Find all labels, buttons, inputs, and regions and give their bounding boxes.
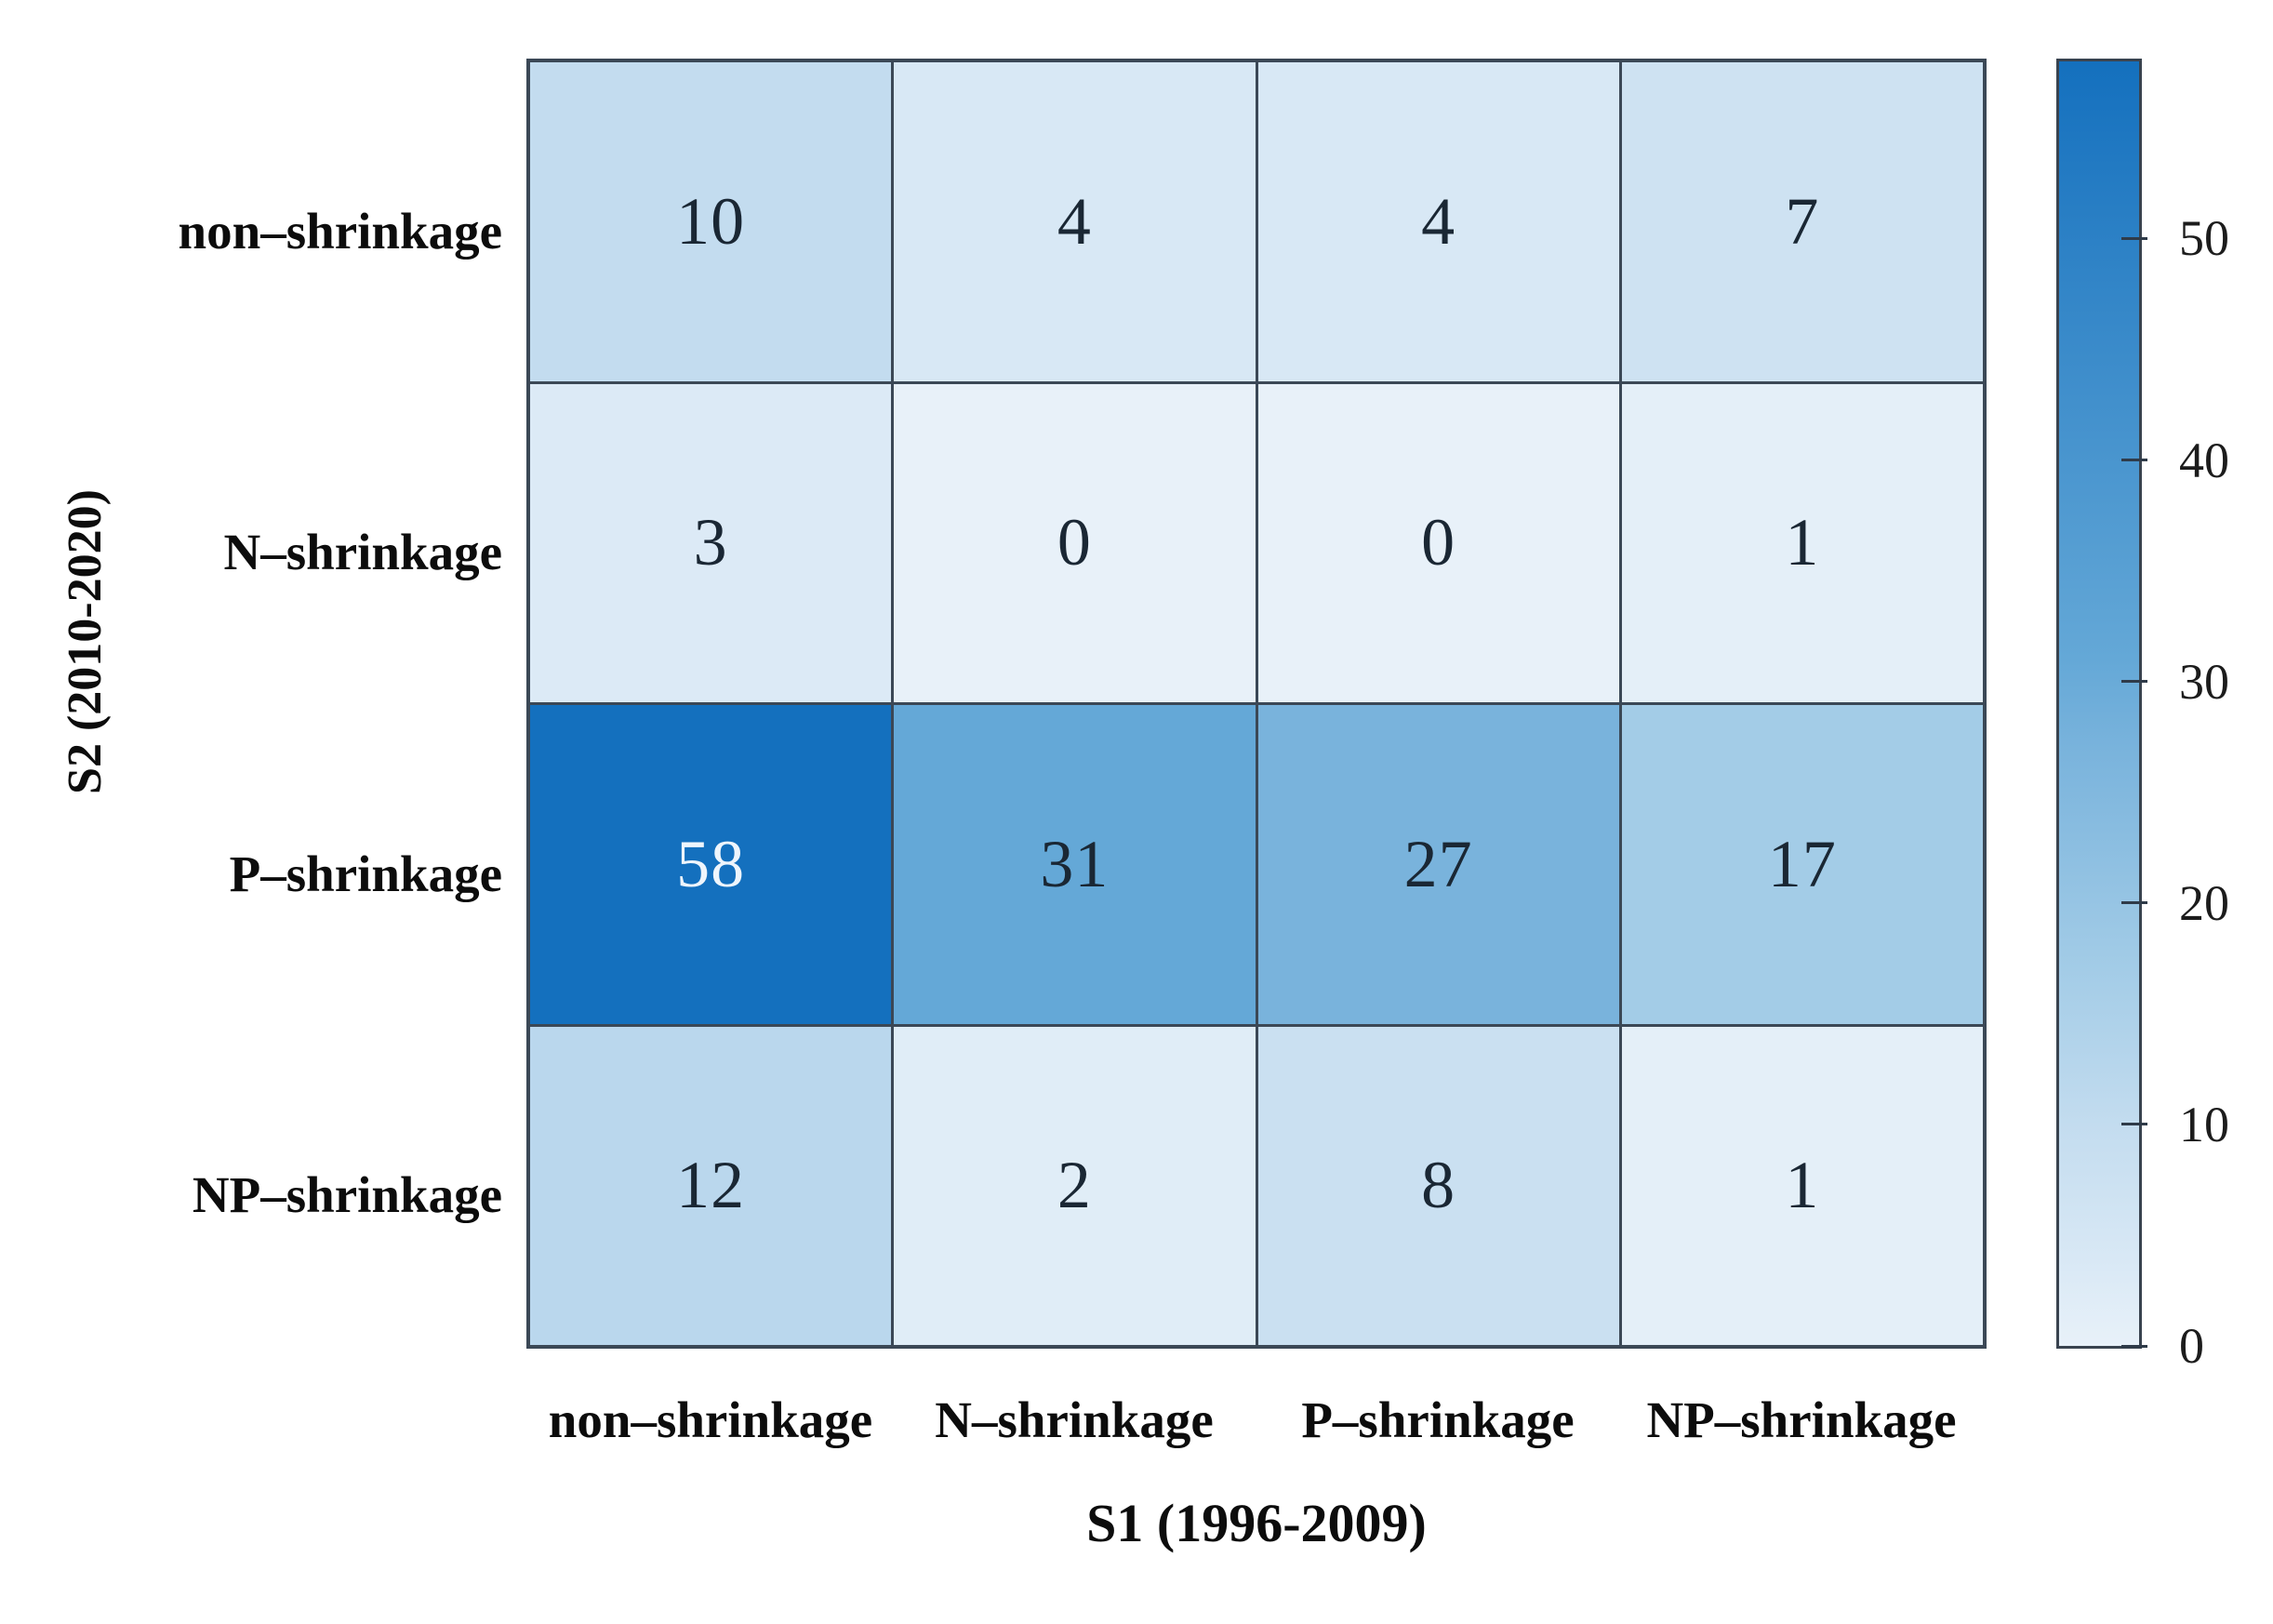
row-label: N–shrinkage [223, 524, 503, 580]
cell-value: 4 [1057, 183, 1092, 259]
heatmap-cell: 1 [1621, 1026, 1983, 1345]
colorbar-tick-label: 40 [2179, 432, 2229, 488]
colorbar-tick [2121, 901, 2147, 905]
colorbar-tick-label: 20 [2179, 874, 2229, 931]
heatmap-grid: 10 4 4 7 3 0 0 1 58 31 27 17 12 2 8 1 [526, 59, 1987, 1349]
heatmap-cell: 12 [530, 1026, 892, 1345]
colorbar-tick [2121, 1344, 2147, 1348]
heatmap-cell: 10 [530, 62, 892, 381]
colorbar-tick [2121, 236, 2147, 240]
heatmap-cell: 58 [530, 705, 892, 1024]
colorbar-tick-label: 50 [2179, 210, 2229, 267]
row-label: non–shrinkage [178, 203, 502, 260]
colorbar [2056, 59, 2142, 1349]
cell-value: 1 [1785, 1148, 1820, 1223]
cell-value: 0 [1057, 505, 1092, 580]
cell-value: 17 [1767, 826, 1837, 901]
heatmap-cell: 3 [530, 383, 892, 702]
heatmap-cell: 27 [1257, 705, 1619, 1024]
cell-value: 4 [1421, 183, 1456, 259]
cell-value: 3 [693, 505, 728, 580]
row-label: NP–shrinkage [192, 1166, 502, 1223]
cell-value: 7 [1785, 183, 1820, 259]
col-label: N–shrinkage [935, 1391, 1214, 1448]
colorbar-tick-label: 10 [2179, 1096, 2229, 1152]
x-axis-title: S1 (1996-2009) [1086, 1493, 1427, 1553]
cell-value: 27 [1403, 826, 1473, 901]
colorbar-tick-label: 30 [2179, 653, 2229, 710]
row-label: P–shrinkage [229, 845, 502, 902]
col-label: P–shrinkage [1301, 1391, 1575, 1448]
heatmap-cell: 2 [894, 1026, 1256, 1345]
colorbar-tick [2121, 1123, 2147, 1126]
cell-value: 2 [1057, 1148, 1092, 1223]
cell-value: 1 [1785, 505, 1820, 580]
heatmap-cell: 0 [894, 383, 1256, 702]
colorbar-tick-label: 0 [2179, 1318, 2204, 1374]
heatmap-cell: 8 [1257, 1026, 1619, 1345]
heatmap-cell: 17 [1621, 705, 1983, 1024]
colorbar-tick [2121, 459, 2147, 462]
cell-value: 8 [1421, 1148, 1456, 1223]
heatmap-cell: 4 [1257, 62, 1619, 381]
cell-value: 0 [1421, 505, 1456, 580]
heatmap-cell: 7 [1621, 62, 1983, 381]
heatmap-cell: 4 [894, 62, 1256, 381]
col-label: non–shrinkage [548, 1391, 873, 1448]
col-label: NP–shrinkage [1646, 1391, 1957, 1448]
heatmap-cell: 31 [894, 705, 1256, 1024]
colorbar-tick [2121, 680, 2147, 684]
heatmap-cell: 1 [1621, 383, 1983, 702]
cell-value: 12 [676, 1148, 746, 1223]
heatmap-cell: 0 [1257, 383, 1619, 702]
cell-value: 31 [1040, 826, 1110, 901]
colorbar-gradient [2059, 61, 2139, 1346]
cell-value: 58 [676, 826, 746, 901]
cell-value: 10 [676, 183, 746, 259]
